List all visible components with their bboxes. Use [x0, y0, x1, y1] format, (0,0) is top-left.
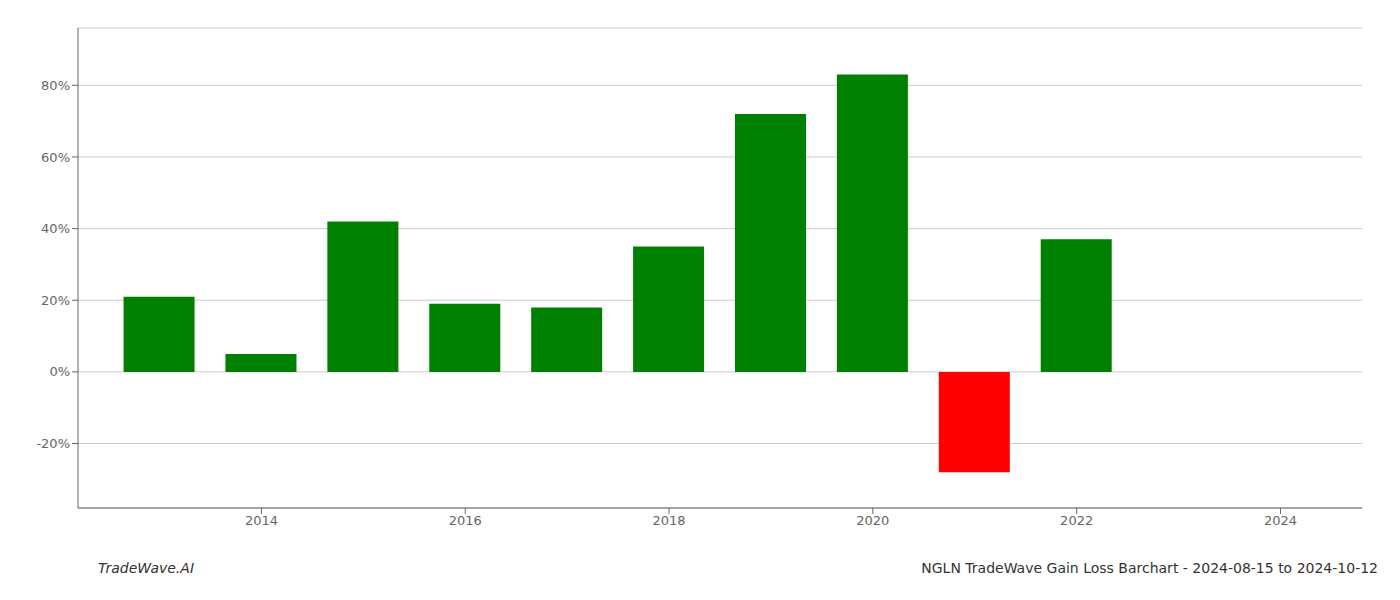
- svg-text:2022: 2022: [1060, 513, 1093, 528]
- svg-text:60%: 60%: [41, 150, 70, 165]
- svg-text:2018: 2018: [653, 513, 686, 528]
- svg-text:-20%: -20%: [36, 436, 70, 451]
- html-text:TradeWave.AI: TradeWave.AI: [98, 560, 194, 576]
- svg-text:2016: 2016: [449, 513, 482, 528]
- svg-text:2024: 2024: [1264, 513, 1297, 528]
- svg-text:20%: 20%: [41, 293, 70, 308]
- svg-text:0%: 0%: [49, 364, 70, 379]
- svg-text:2014: 2014: [245, 513, 278, 528]
- html-text:NGLN TradeWave Gain Loss Barch: NGLN TradeWave Gain Loss Barchart - 2024…: [921, 560, 1378, 576]
- svg-text:40%: 40%: [41, 221, 70, 236]
- svg-text:2020: 2020: [856, 513, 889, 528]
- svg-text:80%: 80%: [41, 78, 70, 93]
